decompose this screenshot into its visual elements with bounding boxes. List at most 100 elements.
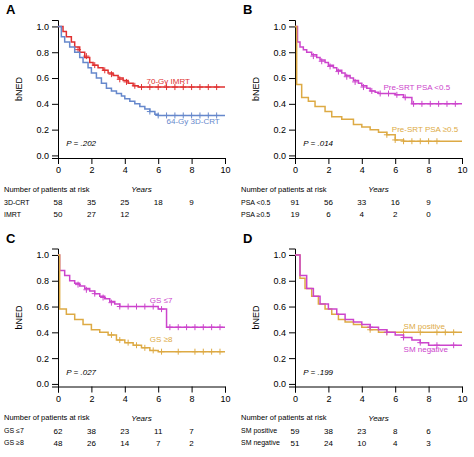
x-axis-title: Years xyxy=(368,185,388,194)
censor-mark xyxy=(427,101,433,107)
km-curve xyxy=(295,255,462,332)
risk-value: 18 xyxy=(154,198,163,207)
y-tick-label: 0.0 xyxy=(273,379,286,389)
censor-mark xyxy=(209,349,215,355)
censor-mark xyxy=(92,62,98,68)
y-tick: 0.8 xyxy=(36,276,58,286)
x-tick-mark xyxy=(429,158,430,164)
censor-mark xyxy=(319,58,325,64)
y-tick-label: 0.0 xyxy=(36,379,49,389)
x-tick: 2 xyxy=(326,387,331,404)
y-axis-title: bNED xyxy=(14,77,24,102)
x-axis: 0246810 xyxy=(56,387,231,404)
censor-mark xyxy=(123,79,129,85)
censor-mark xyxy=(75,282,81,288)
risk-table-title: Number of patients at risk xyxy=(4,185,90,194)
x-tick: 10 xyxy=(220,387,230,404)
y-tick-mark xyxy=(289,26,295,27)
panel-title: C xyxy=(6,231,16,246)
censor-mark xyxy=(214,84,220,90)
risk-value: 19 xyxy=(291,210,300,219)
risk-value: 2 xyxy=(189,439,194,448)
risk-value: 7 xyxy=(156,439,161,448)
x-axis-line xyxy=(296,387,463,393)
censor-mark xyxy=(117,76,123,82)
y-tick-mark xyxy=(52,78,58,79)
censor-mark xyxy=(310,53,316,59)
y-tick: 0.0 xyxy=(273,151,295,161)
y-tick-label: 1.0 xyxy=(36,250,49,260)
y-axis-title: bNED xyxy=(14,305,24,330)
x-tick: 6 xyxy=(393,387,398,404)
y-axis-title: bNED xyxy=(251,77,261,102)
y-tick: 0.6 xyxy=(36,73,58,83)
risk-value: 16 xyxy=(391,198,400,207)
y-tick: 0.2 xyxy=(273,125,295,135)
x-tick-label: 6 xyxy=(393,394,398,404)
censor-mark xyxy=(369,88,375,94)
y-tick: 0.2 xyxy=(273,354,295,364)
y-axis: 0.00.20.40.60.81.0 xyxy=(36,21,58,161)
x-tick-label: 10 xyxy=(457,165,467,175)
curve-label: GS ≤7 xyxy=(150,296,173,305)
censor-mark xyxy=(142,304,148,310)
risk-value: 59 xyxy=(291,427,300,436)
y-tick: 1.0 xyxy=(36,22,58,32)
x-tick-mark xyxy=(462,158,463,164)
x-tick: 0 xyxy=(293,387,298,404)
risk-table-title: Number of patients at risk xyxy=(241,413,327,422)
y-tick-label: 0.0 xyxy=(273,151,286,161)
y-tick: 1.0 xyxy=(273,250,295,260)
x-axis-line xyxy=(59,159,226,165)
y-tick-label: 0.0 xyxy=(36,151,49,161)
censor-mark xyxy=(451,329,457,335)
x-tick-label: 4 xyxy=(360,394,365,404)
risk-value: 11 xyxy=(154,427,163,436)
censor-mark xyxy=(360,84,366,90)
x-tick-mark xyxy=(91,387,92,393)
panel: 02468100.00.20.40.60.81.0GS ≤7GS ≥8P = .… xyxy=(4,231,231,448)
km-curve xyxy=(295,255,462,345)
panel-title: D xyxy=(243,231,252,246)
risk-table-title: Number of patients at risk xyxy=(241,185,327,194)
y-tick: 0.4 xyxy=(273,99,295,109)
km-curve xyxy=(58,255,225,352)
risk-value: 0 xyxy=(426,210,431,219)
y-tick: 0.0 xyxy=(273,379,295,389)
y-tick-label: 0.4 xyxy=(273,99,286,109)
panel: 02468100.00.20.40.60.81.0Pre-SRT PSA <0.… xyxy=(241,2,468,219)
x-tick-label: 6 xyxy=(156,165,161,175)
x-tick: 2 xyxy=(89,158,94,175)
curve-label: GS ≥8 xyxy=(150,335,173,344)
y-tick-mark xyxy=(52,384,58,385)
panel: 02468100.00.20.40.60.81.070-Gy IMRT64-Gy… xyxy=(4,2,231,219)
x-tick-label: 8 xyxy=(190,165,195,175)
risk-row-label: 3D-CRT xyxy=(4,199,30,206)
x-tick: 6 xyxy=(393,158,398,175)
plot-area xyxy=(295,255,462,348)
x-axis: 0246810 xyxy=(56,158,231,175)
x-tick-mark xyxy=(125,387,126,393)
p-value: P = .027 xyxy=(66,368,96,377)
p-value: P = .199 xyxy=(303,368,333,377)
censor-mark xyxy=(392,137,398,143)
censor-mark xyxy=(451,342,457,348)
x-tick-mark xyxy=(362,158,363,164)
y-tick-mark xyxy=(52,155,58,156)
risk-row-label: GS ≥8 xyxy=(4,439,24,446)
x-tick-mark xyxy=(328,387,329,393)
censor-mark xyxy=(108,300,114,306)
censor-mark xyxy=(452,101,458,107)
x-tick-label: 2 xyxy=(89,165,94,175)
y-tick-mark xyxy=(52,281,58,282)
plot-area xyxy=(58,26,225,118)
censor-mark xyxy=(426,138,432,144)
plot-area xyxy=(58,255,225,355)
x-tick-mark xyxy=(328,158,329,164)
x-tick-label: 6 xyxy=(393,165,398,175)
x-tick-mark xyxy=(125,158,126,164)
y-tick: 0.4 xyxy=(273,328,295,338)
risk-value: 24 xyxy=(324,439,333,448)
y-tick-label: 0.6 xyxy=(273,73,286,83)
y-tick-label: 0.4 xyxy=(273,328,286,338)
